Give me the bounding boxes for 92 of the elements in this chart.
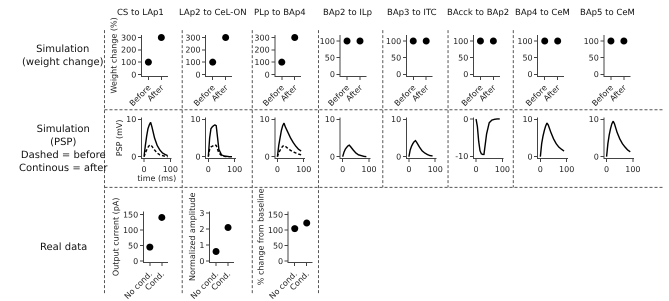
y-axis-title: Normalized amplitude	[188, 192, 198, 281]
y-tick-label: 100	[584, 36, 599, 46]
y-tick-label: 10	[522, 115, 533, 124]
y-tick-label: 1	[199, 240, 204, 250]
chart-title: BAcck to BAp2	[447, 8, 510, 18]
y-tick-label: 200	[185, 46, 201, 55]
x-tick-label: 100	[296, 164, 312, 174]
y-tick-label: 0	[131, 152, 136, 162]
x-tick-label: 100	[559, 164, 574, 174]
y-tick-label: 0	[396, 70, 402, 80]
y-axis-title: PSP (mV)	[114, 119, 124, 156]
y-axis-title: % change from baseline	[256, 188, 266, 286]
text: Simulation (PSP) Dashed = before Continous = after	[19, 124, 108, 174]
y-tick-label: 10	[190, 115, 201, 124]
y-tick-label: 50	[522, 54, 533, 63]
x-tick-label: 100	[227, 164, 242, 174]
y-tick-label: 50	[128, 241, 138, 250]
text: Real data	[40, 242, 88, 253]
y-tick-label: 150	[122, 210, 138, 220]
chart-title: CS to LAp1	[117, 8, 164, 18]
y-tick-label: 0	[196, 152, 201, 162]
y-tick-label: 50	[272, 241, 284, 250]
y-tick-label: -10	[455, 152, 468, 162]
y-tick-label: 300	[185, 33, 201, 42]
y-tick-label: 0	[131, 70, 136, 80]
y-tick-label: 3	[199, 208, 204, 218]
line-series	[540, 122, 565, 158]
x-tick-label: 100	[162, 164, 178, 174]
x-tick-label: 100	[428, 164, 443, 174]
x-tick-label: 0	[604, 164, 610, 174]
y-tick-label: 100	[453, 36, 468, 46]
y-tick-label: 50	[324, 54, 335, 63]
x-tick-label: 0	[141, 164, 147, 174]
y-tick-label: 10	[126, 115, 136, 124]
y-tick-label: 50	[390, 54, 402, 63]
y-tick-label: 50	[588, 54, 599, 63]
chart-title: BAp5 to CeM	[580, 8, 635, 18]
y-tick-label: 2	[199, 224, 204, 234]
y-tick-label: 0	[278, 256, 284, 266]
x-tick-label: 0	[340, 164, 346, 174]
x-tick-label: 100	[361, 164, 377, 174]
y-tick-label: 150	[268, 210, 284, 220]
y-tick-label: 0	[528, 152, 533, 162]
chart-title: BAp2 to ILp	[323, 8, 372, 18]
y-tick-label: 0	[264, 152, 270, 162]
x-tick-label: 0	[474, 164, 479, 174]
y-tick-label: 100	[254, 58, 270, 67]
chart-title: LAp2 to CeL-ON	[179, 8, 247, 18]
line-series	[342, 144, 368, 158]
y-tick-label: 100	[185, 58, 201, 67]
y-tick-label: 200	[121, 46, 136, 55]
y-tick-label: 0	[330, 70, 335, 80]
line-series	[475, 118, 500, 156]
y-tick-label: 100	[268, 226, 284, 235]
y-tick-label: 0	[133, 256, 138, 266]
y-tick-label: 0	[594, 152, 599, 162]
y-tick-label: 0	[463, 70, 468, 80]
y-tick-label: 0	[528, 70, 533, 80]
y-tick-label: 100	[320, 36, 335, 46]
x-tick-label: 0	[406, 164, 412, 174]
y-tick-label: 300	[254, 33, 270, 42]
y-tick-label: 0	[330, 152, 335, 162]
y-tick-label: 0	[396, 152, 402, 162]
text: Simulation (weight change)	[22, 44, 104, 68]
x-tick-label: 100	[494, 164, 510, 174]
y-axis-title: Output current (pA)	[112, 198, 121, 276]
y-axis-title: Weight change (%)	[110, 17, 119, 94]
y-tick-label: 200	[254, 46, 270, 55]
x-tick-label: 0	[206, 164, 211, 174]
y-tick-label: 300	[121, 33, 136, 42]
y-tick-label: 100	[517, 36, 533, 46]
chart-title: PLp to BAp4	[254, 8, 306, 18]
y-tick-label: 100	[386, 36, 402, 46]
x-tick-label: 100	[625, 164, 641, 174]
line-series	[606, 120, 631, 158]
y-tick-label: 0	[264, 70, 270, 80]
chart-title: BAp3 to ITC	[387, 8, 437, 18]
y-tick-label: 0	[199, 256, 204, 266]
y-tick-label: 0	[463, 114, 468, 124]
y-tick-label: 0	[594, 70, 599, 80]
chart-title: BAp4 to CeM	[515, 8, 570, 18]
y-tick-label: 10	[588, 115, 599, 124]
y-tick-label: 100	[121, 58, 136, 67]
y-tick-label: 0	[196, 70, 201, 80]
x-tick-label: 0	[538, 164, 543, 174]
y-tick-label: 10	[324, 115, 335, 124]
y-tick-label: 10	[260, 115, 270, 124]
y-tick-label: 100	[122, 226, 138, 235]
y-tick-label: 10	[390, 115, 402, 124]
line-series	[408, 140, 434, 158]
x-axis-title: time (ms)	[137, 174, 176, 183]
y-tick-label: 50	[458, 54, 468, 63]
